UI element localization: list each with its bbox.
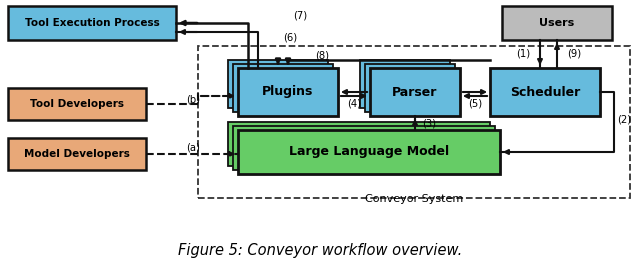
FancyBboxPatch shape	[502, 6, 612, 40]
FancyBboxPatch shape	[238, 130, 500, 174]
Text: Model Developers: Model Developers	[24, 149, 130, 159]
FancyBboxPatch shape	[360, 60, 450, 108]
FancyBboxPatch shape	[8, 88, 146, 120]
FancyBboxPatch shape	[365, 64, 455, 112]
Text: (1): (1)	[516, 49, 530, 59]
Text: (b): (b)	[186, 95, 200, 105]
Text: Conveyor System: Conveyor System	[365, 194, 463, 204]
Text: (2): (2)	[617, 115, 631, 125]
Text: (3): (3)	[422, 118, 436, 128]
FancyBboxPatch shape	[8, 138, 146, 170]
FancyBboxPatch shape	[370, 68, 460, 116]
Text: Plugins: Plugins	[262, 85, 314, 99]
Text: (6): (6)	[283, 33, 297, 43]
Text: Large Language Model: Large Language Model	[289, 145, 449, 159]
Text: (5): (5)	[468, 99, 482, 109]
FancyBboxPatch shape	[490, 68, 600, 116]
Text: Tool Developers: Tool Developers	[30, 99, 124, 109]
FancyBboxPatch shape	[228, 60, 328, 108]
Text: (7): (7)	[293, 11, 307, 21]
Text: (8): (8)	[315, 50, 329, 60]
FancyBboxPatch shape	[233, 126, 495, 170]
Text: Parser: Parser	[392, 85, 438, 99]
FancyBboxPatch shape	[238, 68, 338, 116]
FancyBboxPatch shape	[233, 64, 333, 112]
Text: Tool Execution Process: Tool Execution Process	[24, 18, 159, 28]
Text: (9): (9)	[567, 49, 581, 59]
Text: Figure 5: Conveyor workflow overview.: Figure 5: Conveyor workflow overview.	[178, 242, 462, 257]
Text: Users: Users	[540, 18, 575, 28]
Text: Scheduler: Scheduler	[510, 85, 580, 99]
FancyBboxPatch shape	[228, 122, 490, 166]
Text: (a): (a)	[186, 143, 200, 153]
FancyBboxPatch shape	[8, 6, 176, 40]
Text: (4): (4)	[347, 99, 361, 109]
